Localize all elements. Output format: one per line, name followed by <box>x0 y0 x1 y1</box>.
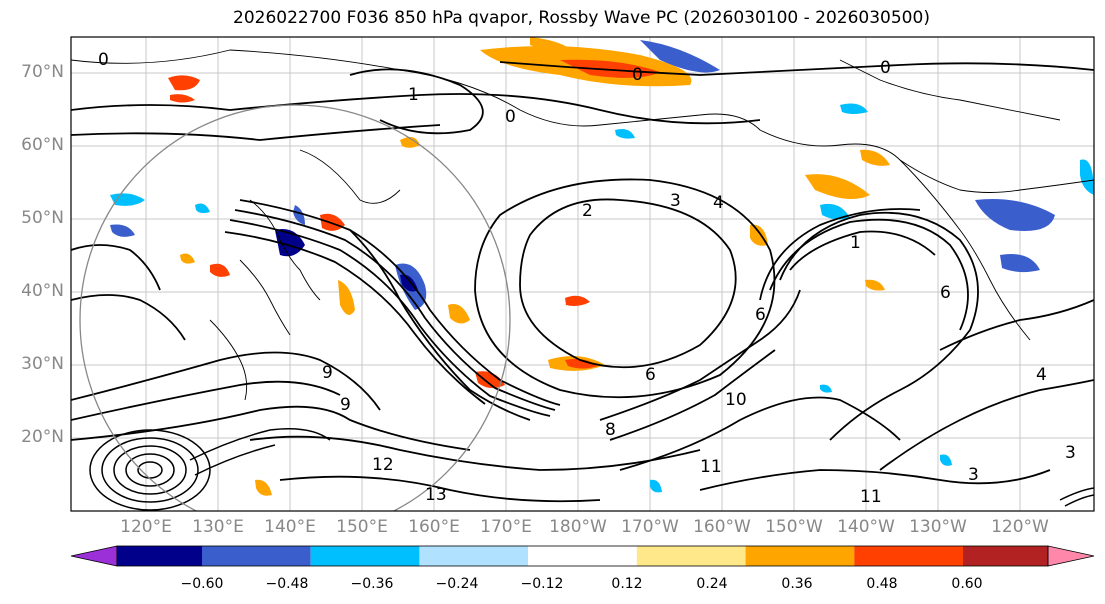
lat-label: 40°N <box>21 281 64 301</box>
colorbar-segment <box>963 546 1048 566</box>
colorbar <box>70 545 1095 567</box>
colorbar-extend-low <box>70 545 118 567</box>
contour-label: 3 <box>670 191 681 211</box>
colorbar-tick: −0.24 <box>435 576 479 592</box>
map-background <box>71 37 1094 511</box>
lon-label: 160°W <box>693 517 751 537</box>
contour-label: 3 <box>1065 443 1076 463</box>
contour-label: 2 <box>582 201 593 221</box>
lat-label: 30°N <box>21 354 64 374</box>
colorbar-tick: 0.12 <box>611 576 643 592</box>
lon-label: 130°W <box>909 517 967 537</box>
lon-label: 140°W <box>837 517 895 537</box>
lon-label: 130°E <box>192 517 244 537</box>
contour-label: 10 <box>725 390 747 410</box>
colorbar-tick: 0.48 <box>866 576 898 592</box>
reference-circle <box>79 104 511 511</box>
contour-label: 3 <box>968 465 979 485</box>
lat-label: 50°N <box>21 208 64 228</box>
lon-label: 120°W <box>991 517 1049 537</box>
contour-label: 1 <box>850 233 861 253</box>
colorbar-segment <box>636 546 746 566</box>
contour-label: 8 <box>605 420 616 440</box>
contour-label: 6 <box>940 283 951 303</box>
lon-label: 160°E <box>408 517 460 537</box>
colorbar-segment <box>202 546 311 566</box>
colorbar-segment <box>117 546 202 566</box>
contour-label: 9 <box>340 395 351 415</box>
lon-label: 170°W <box>621 517 679 537</box>
lat-label: 20°N <box>21 427 64 447</box>
contour-label: 4 <box>713 193 724 213</box>
lon-label: 150°E <box>336 517 388 537</box>
anomaly-patches <box>110 37 1094 496</box>
contour-label: 11 <box>860 487 882 507</box>
contour-labels: 0 0 0 0 1 1 2 3 4 4 6 8 9 9 11 11 12 13 … <box>98 50 1076 507</box>
colorbar-tick: −0.36 <box>350 576 394 592</box>
contour-label: 0 <box>505 107 516 127</box>
colorbar-extend-high <box>1047 545 1095 567</box>
lat-label: 60°N <box>21 135 64 155</box>
contour-label: 0 <box>632 65 643 85</box>
map-title: 2026022700 F036 850 hPa qvapor, Rossby W… <box>233 8 930 28</box>
contour-label: 0 <box>880 58 891 78</box>
lon-label: 120°E <box>120 517 172 537</box>
contour-label: 0 <box>98 50 109 70</box>
sw-contour-cluster <box>89 428 1094 511</box>
lat-label: 70°N <box>21 62 64 82</box>
lon-label: 180°W <box>549 517 607 537</box>
colorbar-tick: −0.60 <box>180 576 224 592</box>
lon-label: 140°E <box>264 517 316 537</box>
colorbar-outline <box>116 545 1049 567</box>
colorbar-segment <box>419 546 529 566</box>
contour-label: 12 <box>372 455 394 475</box>
lon-label: 150°W <box>765 517 823 537</box>
colorbar-segment <box>528 546 637 566</box>
colorbar-segment <box>310 546 420 566</box>
colorbar-tick: 0.60 <box>951 576 983 592</box>
colorbar-segment <box>745 546 855 566</box>
contour-label: 6 <box>645 365 656 385</box>
lon-label: 170°E <box>480 517 532 537</box>
contour-label: 13 <box>425 485 447 505</box>
contour-label: 1 <box>408 85 419 105</box>
colorbar-tick: 0.24 <box>696 576 728 592</box>
coastlines <box>71 49 1094 401</box>
contour-label: 9 <box>322 363 333 383</box>
colorbar-tick: −0.48 <box>265 576 309 592</box>
contour-label: 4 <box>1036 365 1047 385</box>
map-frame <box>70 36 1095 512</box>
rossby-contours <box>71 61 1094 503</box>
contour-label: 6 <box>755 305 766 325</box>
colorbar-segment <box>854 546 963 566</box>
colorbar-tick: −0.12 <box>520 576 564 592</box>
colorbar-tick: 0.36 <box>781 576 813 592</box>
contour-label: 11 <box>700 457 722 477</box>
